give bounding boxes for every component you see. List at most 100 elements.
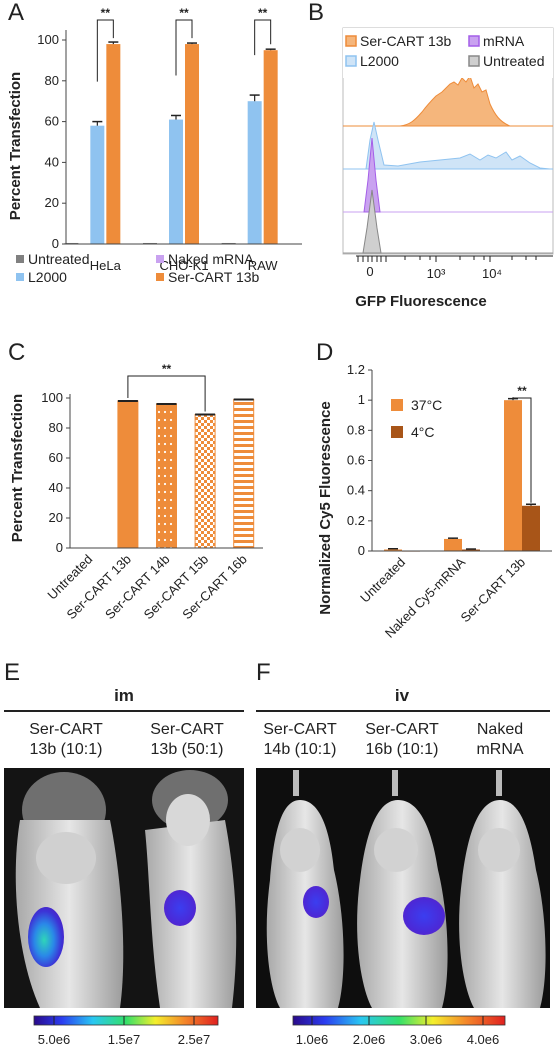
chart-a-ytick-4: 80 (45, 73, 59, 88)
chart-d-ytick-2: 0.4 (347, 483, 365, 498)
panel-f-signal-1 (303, 886, 329, 918)
chart-c-ylabel: Percent Transfection (9, 394, 26, 542)
panel-letter-c: C (8, 339, 25, 366)
chart-a-ytick-5: 100 (37, 32, 59, 47)
chart-c-ytick-0: 0 (56, 540, 63, 555)
chart-a-xtick-2: RAW (248, 258, 279, 273)
chart-d-ytick-6: 1.2 (347, 362, 365, 377)
legend-b-sercart-swatch (345, 35, 357, 47)
panel-e-colorbar (33, 1015, 219, 1026)
chart-a-xtick-0: HeLa (90, 258, 122, 273)
chart-a-bar-untreated-1 (143, 242, 157, 244)
chart-c-ytick-4: 80 (49, 420, 63, 435)
chart-a-sig-0 (96, 19, 114, 82)
panel-e-signal-1 (28, 907, 64, 967)
chart-a-bar-l2000-0 (90, 125, 105, 244)
legend-b-l2000-label: L2000 (360, 53, 399, 69)
chart-d-xtick-0: Untreated (357, 555, 408, 606)
chart-a-bar-l2000-1 (169, 119, 183, 244)
chart-d-sig-label: ** (517, 384, 527, 398)
chart-c-sig-label: ** (162, 362, 172, 376)
panel-e-group-label: im (114, 686, 134, 705)
panel-f-mouse-3-label-1: Naked (477, 721, 523, 738)
histogram-sercart-13b (399, 74, 511, 127)
legend-naked-label: Naked mRNA (168, 251, 254, 267)
panel-f-mouse-3 (459, 770, 546, 1008)
panel-f-colorbar-tick-0: 1.0e6 (296, 1032, 329, 1047)
chart-a-xtick-1: CHO-K1 (159, 258, 208, 273)
chart-d-ytick-0: 0 (358, 543, 365, 558)
chart-d-bar-4c-2 (522, 505, 540, 551)
legend-naked-swatch (156, 255, 164, 263)
legend-d-37c-swatch (391, 399, 403, 411)
histogram-l2000 (365, 121, 551, 170)
chart-c-bar-ser-cart-13b (117, 400, 139, 549)
chart-d-xtick-2: Ser-CART 13b (458, 555, 529, 626)
chart-c-ytick-1: 20 (49, 510, 63, 525)
legend-untreated-swatch (16, 255, 24, 263)
chart-d: Normalized Cy5 Fluorescence 0 0.2 0.4 0.6 0.… (317, 362, 552, 641)
chart-a-sig-1-label: ** (179, 6, 189, 20)
legend-sercart-swatch (156, 273, 164, 281)
chart-d-sig (512, 397, 532, 503)
panel-e: im Ser-CART 13b (10:1) Ser-CART 13b (50:… (4, 686, 244, 1047)
legend-d-4c-swatch (391, 426, 403, 438)
histogram-untreated (362, 189, 382, 254)
panel-e-mouse-2-label-1: Ser-CART (150, 721, 224, 738)
chart-a-sig-0-label: ** (101, 6, 111, 20)
panel-e-mouse-2-label-2: 13b (50:1) (151, 741, 224, 758)
panel-e-colorbar-tick-1: 1.5e7 (108, 1032, 141, 1047)
legend-untreated-label: Untreated (28, 251, 89, 267)
chart-d-ytick-1: 0.2 (347, 513, 365, 528)
chart-c-bar-ser-cart-16b (233, 399, 255, 549)
chart-a: Percent Transfection 0 20 40 60 80 100 ** ** **… (7, 6, 302, 285)
legend-l2000-swatch (16, 273, 24, 281)
histogram-mrna (363, 137, 381, 213)
chart-a-bar-untreated-2 (221, 242, 236, 244)
chart-a-ylabel: Percent Transfection (7, 72, 24, 220)
legend-b-sercart-label: Ser-CART 13b (360, 33, 452, 49)
legend-b-untreated-swatch (468, 55, 480, 67)
chart-b-xtick-0: 0 (366, 264, 373, 279)
chart-a-sig-2-label: ** (258, 6, 268, 20)
chart-d-ytick-4: 0.8 (347, 422, 365, 437)
panel-e-colorbar-tick-0: 5.0e6 (38, 1032, 71, 1047)
panel-f-colorbar-tick-1: 2.0e6 (353, 1032, 386, 1047)
chart-a-ytick-3: 60 (45, 114, 59, 129)
legend-b-untreated-label: Untreated (483, 53, 544, 69)
chart-a-bar-ser-cart-13b-1 (185, 44, 199, 244)
panel-e-mouse-1-label-2: 13b (10:1) (30, 741, 103, 758)
panel-letter-f: F (256, 659, 271, 686)
panel-f-colorbar-tick-3: 4.0e6 (467, 1032, 500, 1047)
chart-c-ytick-2: 40 (49, 480, 63, 495)
panel-f-group-label: iv (395, 686, 410, 705)
chart-b-xtick-1: 10³ (427, 266, 446, 281)
chart-a-bar-l2000-2 (247, 101, 262, 244)
chart-b-xtick-2: 10⁴ (482, 266, 502, 281)
chart-d-bar-4c-1 (462, 549, 480, 551)
panel-e-mouse-2 (145, 770, 237, 1008)
chart-c-bar-ser-cart-14b (156, 403, 177, 549)
panel-f-mouse-2 (357, 770, 448, 1008)
chart-d-bar-37c-1 (444, 538, 462, 551)
panel-f-colorbar (292, 1015, 506, 1026)
legend-sercart-label: Ser-CART 13b (168, 269, 260, 285)
chart-a-bar-untreated-0 (64, 242, 79, 244)
panel-letter-b: B (308, 0, 324, 26)
chart-c-sig (127, 375, 206, 412)
chart-c-ytick-3: 60 (49, 450, 63, 465)
legend-b-mrna-label: mRNA (483, 33, 525, 49)
panel-f-colorbar-tick-2: 3.0e6 (410, 1032, 443, 1047)
chart-b: Ser-CART 13b L2000 mRNA Untreated (342, 27, 554, 310)
chart-a-ytick-0: 0 (52, 236, 59, 251)
panel-letter-a: A (8, 0, 24, 26)
panel-f-mouse-1-label-2: 14b (10:1) (264, 741, 337, 758)
panel-e-mouse-1-label-1: Ser-CART (29, 721, 103, 738)
legend-b-mrna-swatch (468, 35, 480, 47)
chart-d-ytick-5: 1 (358, 392, 365, 407)
chart-a-sig-2 (254, 19, 272, 56)
chart-d-bar-37c-2 (504, 400, 522, 551)
chart-b-axis-ticks (357, 256, 537, 262)
